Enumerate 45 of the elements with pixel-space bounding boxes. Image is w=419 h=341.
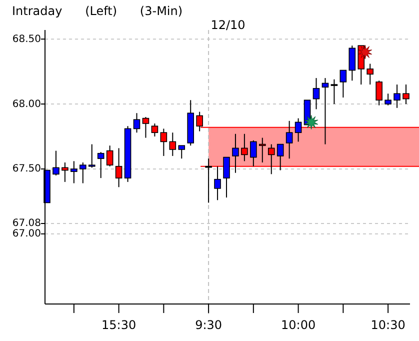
candlestick [312,78,320,110]
y-tick-label: 68.50 [12,34,41,45]
candlestick [151,123,158,137]
y-tick-label: 67.50 [12,164,41,175]
candlestick [133,112,140,134]
candlestick [250,140,257,167]
candlestick [366,63,374,86]
candlestick [223,156,230,198]
candlestick [394,84,400,108]
x-tick-label: 15:30 [102,318,136,332]
candlestick [232,133,239,174]
candlestick [340,70,347,98]
candlestick [276,144,284,171]
candlestick [160,128,168,156]
x-tick-label: 10:00 [281,318,316,332]
candlestick [62,162,68,182]
y-tick-label: 67.08 [12,218,41,230]
candlestick [178,145,186,160]
candlestick [348,45,356,82]
candlestick [115,148,122,188]
candlestick [52,150,60,176]
candlestick [214,166,221,201]
candlestick [402,84,410,105]
candlestick [88,144,96,168]
x-tick-label: 9:30 [195,318,222,332]
candlestick [294,118,302,142]
candlestick [169,132,176,156]
candlestick [80,162,86,184]
candlestick [259,137,266,163]
y-tick-label: 68.00 [12,98,41,110]
candlestick [205,158,212,204]
chart-title: Intraday (Left) (3-Min) [12,4,183,18]
candlestick [97,152,104,179]
candlestick [142,116,150,138]
candlestick [106,145,114,167]
candlestick [322,78,329,145]
candlestick [330,78,338,105]
candlestick [384,93,392,106]
candlestick [241,133,248,162]
candlestick [286,120,293,160]
candlestick [70,160,78,184]
candlestick [376,80,382,106]
chart-subtitle: 12/10 [210,18,246,32]
y-tick-label: 67.00 [12,228,41,240]
x-tick-label: 10:30 [370,318,406,332]
